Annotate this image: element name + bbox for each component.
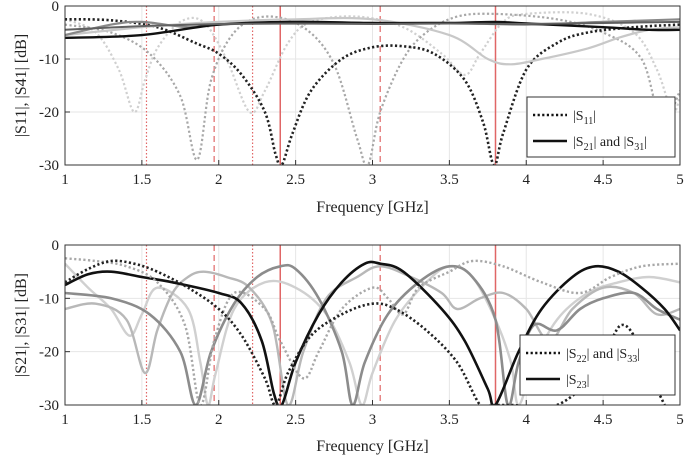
legend-label: |S22| and |S33| xyxy=(566,347,640,365)
y-tick-label: -30 xyxy=(39,158,59,174)
x-tick-label: 3.5 xyxy=(440,412,459,428)
x-tick-label: 3 xyxy=(369,412,377,428)
x-axis-label: Frequency [GHz] xyxy=(316,199,428,216)
series-line-7 xyxy=(65,20,680,31)
series-line-5 xyxy=(65,257,680,405)
x-tick-label: 3 xyxy=(369,172,377,188)
y-tick-label: -10 xyxy=(39,52,59,68)
x-tick-label: 1 xyxy=(61,412,69,428)
marker-lines xyxy=(145,6,497,165)
series-line-4 xyxy=(65,16,680,66)
y-tick-label: -20 xyxy=(39,345,59,361)
x-tick-label: 1 xyxy=(61,172,69,188)
x-axis-label: Frequency [GHz] xyxy=(316,438,428,455)
x-tick-label: 2.5 xyxy=(286,172,305,188)
legend: |S11| |S21| and |S31| xyxy=(526,96,676,158)
series-group xyxy=(65,257,680,405)
x-tick-label: 5 xyxy=(676,412,684,428)
legend-label: |S23| xyxy=(566,373,589,391)
y-tick-label: -20 xyxy=(39,105,59,121)
x-tick-label: 1.5 xyxy=(133,172,152,188)
legend-label: |S21| and |S31| xyxy=(573,135,647,153)
x-tick-label: 2 xyxy=(215,412,223,428)
y-tick-label: -30 xyxy=(39,398,59,414)
series-line-3 xyxy=(65,18,680,165)
legend: |S22| and |S33| |S23| xyxy=(519,334,676,396)
x-tick-label: 4 xyxy=(523,172,531,188)
y-tick-label: 0 xyxy=(52,238,60,254)
legend-label: |S11| xyxy=(573,109,596,127)
chart-top: 1 1.5 2 2.5 3 3.5 4 4.5 5 0 -10 -20 -30 Frequency [GH… xyxy=(13,0,684,216)
series-line-3 xyxy=(65,263,680,405)
x-tick-label: 1.5 xyxy=(133,412,152,428)
legend-box xyxy=(519,334,676,396)
chart-bottom: 1 1.5 2 2.5 3 3.5 4 4.5 5 0 -10 -20 -30 Frequency [GH… xyxy=(13,238,684,455)
y-axis-label: |S21|, |S31| [dB] xyxy=(13,273,30,377)
series-group xyxy=(65,11,680,165)
y-tick-label: -10 xyxy=(39,291,59,307)
series-line-2 xyxy=(65,12,680,165)
series-line-1 xyxy=(65,11,680,115)
x-tick-label: 3.5 xyxy=(440,172,459,188)
legend-box xyxy=(526,96,676,158)
x-tick-label: 5 xyxy=(676,172,684,188)
x-tick-label: 4.5 xyxy=(594,412,613,428)
x-tick-label: 2 xyxy=(215,172,223,188)
y-axis-label: |S11|, |S41| [dB] xyxy=(13,34,30,137)
x-tick-label: 4 xyxy=(523,412,531,428)
series-line-4 xyxy=(65,260,680,405)
x-tick-label: 4.5 xyxy=(594,172,613,188)
y-tick-label: 0 xyxy=(52,0,60,15)
x-tick-label: 2.5 xyxy=(286,412,305,428)
series-line-6 xyxy=(65,259,666,405)
